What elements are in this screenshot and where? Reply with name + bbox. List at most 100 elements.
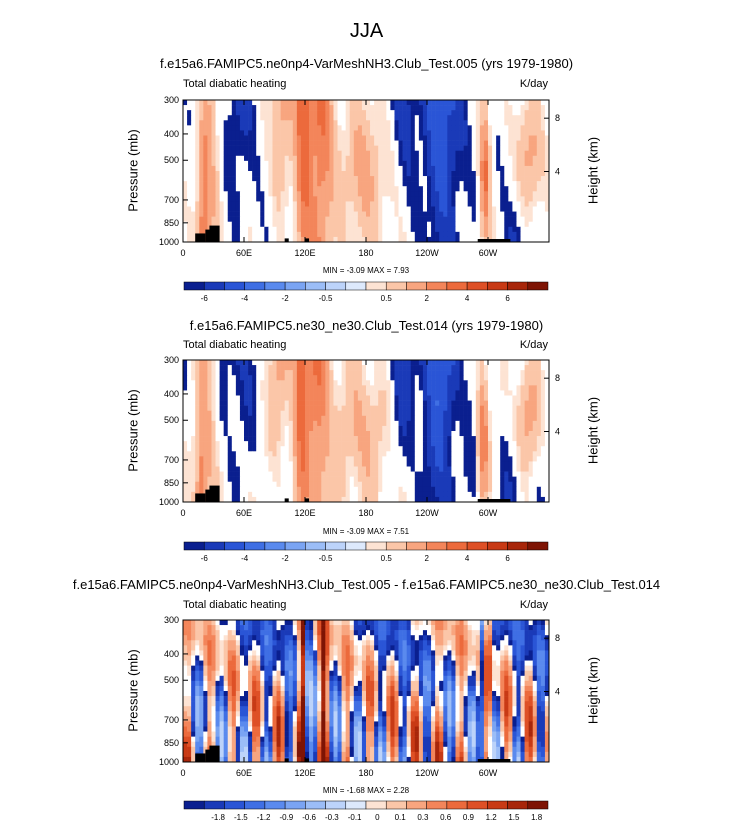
heatmap-cell [358, 217, 362, 222]
heatmap-cell [508, 472, 512, 477]
heatmap-cell [516, 467, 520, 472]
heatmap-cell [321, 151, 325, 156]
heatmap-cell [374, 492, 378, 497]
heatmap-cell [260, 130, 264, 135]
heatmap-cell [333, 436, 337, 441]
heatmap-cell [508, 176, 512, 181]
heatmap-cell [484, 196, 488, 201]
heatmap-cell [374, 136, 378, 141]
heatmap-cell [464, 446, 468, 451]
heatmap-cell [285, 100, 289, 105]
heatmap-cell [305, 436, 309, 441]
heatmap-cell [447, 390, 451, 395]
heatmap-cell [403, 446, 407, 451]
heatmap-cell [370, 472, 374, 477]
heatmap-cell [374, 100, 378, 105]
heatmap-cell [464, 370, 468, 375]
heatmap-cell [431, 365, 435, 370]
heatmap-cell [480, 461, 484, 466]
heatmap-cell [264, 191, 268, 196]
heatmap-cell [252, 390, 256, 395]
topography-block [305, 238, 309, 242]
heatmap-cell [394, 201, 398, 206]
heatmap-cell [203, 436, 207, 441]
heatmap-cell [317, 212, 321, 217]
heatmap-cell [423, 120, 427, 125]
heatmap-cell [228, 451, 232, 456]
heatmap-cell [508, 477, 512, 482]
heatmap-cell [313, 456, 317, 461]
heatmap-cell [492, 370, 496, 375]
heatmap-cell [338, 492, 342, 497]
heatmap-cell [525, 125, 529, 130]
heatmap-cell [338, 390, 342, 395]
heatmap-cell [537, 487, 541, 492]
heatmap-cell [407, 232, 411, 237]
heatmap-cell [211, 146, 215, 151]
heatmap-cell [415, 416, 419, 421]
heatmap-cell [399, 217, 403, 222]
heatmap-cell [492, 186, 496, 191]
heatmap-cell [541, 110, 545, 115]
heatmap-cell [508, 156, 512, 161]
heatmap-cell [451, 212, 455, 217]
heatmap-cell [541, 161, 545, 166]
heatmap-cell [419, 166, 423, 171]
heatmap-cell [297, 406, 301, 411]
heatmap-cell [236, 487, 240, 492]
heatmap-cell [390, 186, 394, 191]
heatmap-cell [443, 141, 447, 146]
heatmap-cell [525, 237, 529, 242]
heatmap-cell [313, 161, 317, 166]
heatmap-cell [370, 110, 374, 115]
heatmap-cell [399, 191, 403, 196]
heatmap-cell [382, 146, 386, 151]
heatmap-cell [516, 360, 520, 365]
heatmap-cell [476, 441, 480, 446]
heatmap-cell [281, 151, 285, 156]
heatmap-cell [512, 146, 516, 151]
heatmap-cell [325, 100, 329, 105]
heatmap-cell [358, 156, 362, 161]
heatmap-cell [496, 365, 500, 370]
heatmap-cell [317, 375, 321, 380]
heatmap-cell [533, 396, 537, 401]
heatmap-cell [236, 217, 240, 222]
heatmap-cell [362, 196, 366, 201]
heatmap-cell [224, 431, 228, 436]
heatmap-cell [321, 390, 325, 395]
heatmap-cell [525, 482, 529, 487]
heatmap-cell [207, 467, 211, 472]
heatmap-cell [500, 487, 504, 492]
heatmap-cell [281, 130, 285, 135]
heatmap-cell [293, 411, 297, 416]
heatmap-cell [285, 385, 289, 390]
heatmap-cell [187, 141, 191, 146]
heatmap-cell [301, 201, 305, 206]
heatmap-cell [407, 416, 411, 421]
heatmap-cell [451, 406, 455, 411]
heatmap-cell [358, 426, 362, 431]
heatmap-cell [484, 166, 488, 171]
heatmap-cell [451, 161, 455, 166]
heatmap-cell [272, 232, 276, 237]
heatmap-cell [500, 227, 504, 232]
heatmap-cell [476, 171, 480, 176]
heatmap-cell [338, 227, 342, 232]
heatmap-cell [191, 406, 195, 411]
heatmap-cell [289, 401, 293, 406]
heatmap-cell [529, 396, 533, 401]
heatmap-cell [272, 416, 276, 421]
heatmap-cell [415, 105, 419, 110]
heatmap-cell [317, 237, 321, 242]
heatmap-cell [419, 196, 423, 201]
heatmap-cell [435, 105, 439, 110]
heatmap-cell [346, 375, 350, 380]
heatmap-cell [248, 161, 252, 166]
heatmap-cell [541, 461, 545, 466]
heatmap-cell [211, 426, 215, 431]
heatmap-cell [216, 212, 220, 217]
heatmap-cell [378, 396, 382, 401]
heatmap-cell [529, 451, 533, 456]
heatmap-cell [293, 171, 297, 176]
